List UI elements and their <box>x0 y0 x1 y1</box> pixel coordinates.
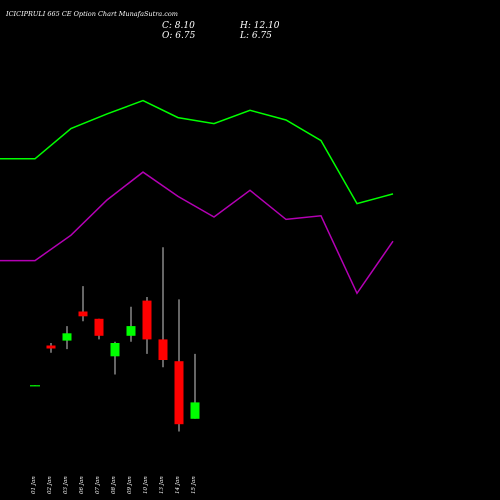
open-label: O: 6.75 <box>162 31 196 41</box>
x-tick-label: 08 Jan <box>111 476 117 494</box>
low-label: L: 6.75 <box>239 31 272 41</box>
x-tick-label: 15 Jan <box>191 476 197 494</box>
high-label: H: 12.10 <box>239 21 280 31</box>
candle-2 <box>46 343 56 353</box>
lower-indicator-line <box>0 171 394 295</box>
candle-body <box>62 333 72 341</box>
x-tick-label: 13 Jan <box>159 476 165 494</box>
x-tick-label: 02 Jan <box>47 476 53 494</box>
candle-6 <box>110 341 120 375</box>
candle-body <box>126 326 136 336</box>
candle-body <box>30 385 40 387</box>
x-tick-label: 07 Jan <box>95 476 101 494</box>
chart-title: ICICIPRULI 665 CE Option Chart MunafaSut… <box>5 10 178 18</box>
x-tick-label: 14 Jan <box>175 476 181 494</box>
x-tick-label: 03 Jan <box>63 476 69 494</box>
candle-9 <box>158 247 168 368</box>
candle-body <box>174 361 184 425</box>
candle-8 <box>142 297 152 354</box>
x-tick-label: 01 Jan <box>31 476 37 494</box>
candle-body <box>94 318 104 336</box>
candle-4 <box>78 286 88 322</box>
x-axis-ticks: 01 Jan 02 Jan 03 Jan 06 Jan 07 Jan 08 Jan 09 J… <box>31 476 197 494</box>
candle-body <box>46 345 56 349</box>
x-tick-label: 09 Jan <box>127 476 133 494</box>
candle-body <box>78 311 88 317</box>
candle-body <box>190 402 200 419</box>
candle-1 <box>30 385 40 387</box>
candle-7 <box>126 306 136 342</box>
candles <box>30 247 200 432</box>
indicator-lines <box>0 99 394 295</box>
candle-body <box>110 343 120 357</box>
candle-3 <box>62 326 72 350</box>
candle-5 <box>94 318 104 340</box>
candle-body <box>142 300 152 340</box>
x-tick-label: 10 Jan <box>143 476 149 494</box>
candle-body <box>158 339 168 360</box>
x-tick-label: 06 Jan <box>79 476 85 494</box>
close-label: C: 8.10 <box>162 21 195 31</box>
candle-10 <box>174 299 184 432</box>
upper-indicator-line <box>0 99 394 205</box>
candle-11 <box>190 353 200 419</box>
